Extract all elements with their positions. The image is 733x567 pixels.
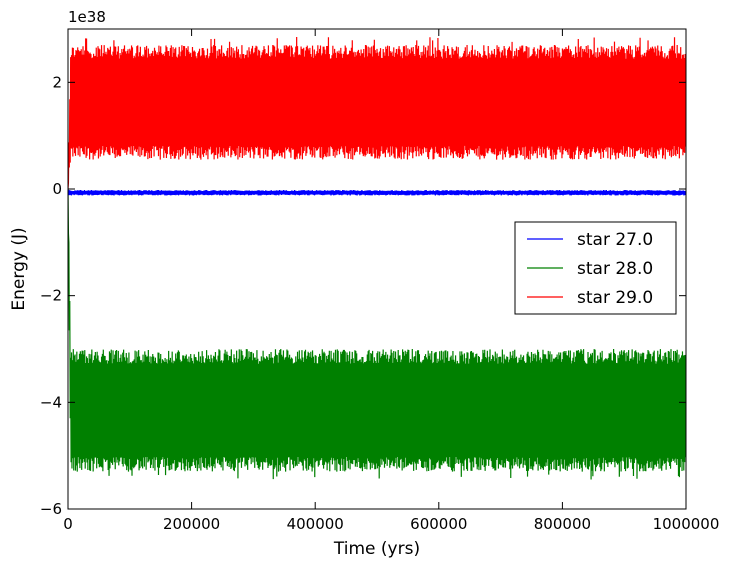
x-tick-label: 600000 — [410, 515, 467, 533]
x-tick-label: 800000 — [534, 515, 591, 533]
y-axis: −6 −4 −2 0 2 — [40, 73, 686, 518]
x-tick-label: 200000 — [163, 515, 220, 533]
legend-entry: star 29.0 — [577, 288, 653, 308]
y-tick-label: −2 — [40, 287, 62, 305]
y-tick-label: 0 — [52, 180, 62, 198]
legend-entry: star 27.0 — [577, 230, 653, 250]
y-axis-label: Energy (J) — [9, 227, 29, 310]
legend: star 27.0 star 28.0 star 29.0 — [514, 221, 677, 315]
series-line-star-29 — [68, 37, 686, 190]
y-offset-text: 1e38 — [68, 8, 106, 26]
y-tick-label: 2 — [52, 73, 62, 91]
legend-entry: star 28.0 — [577, 259, 653, 279]
x-tick-label: 0 — [63, 515, 73, 533]
plot-frame — [67, 28, 687, 510]
x-axis-label: Time (yrs) — [333, 539, 420, 559]
x-tick-label: 400000 — [287, 515, 344, 533]
y-tick-label: −4 — [40, 393, 62, 411]
series-line-star-28 — [68, 188, 686, 480]
y-tick-label: −6 — [40, 500, 62, 518]
series-layer — [68, 37, 686, 480]
x-tick-label: 1000000 — [653, 515, 720, 533]
series-line-star-27 — [68, 188, 686, 196]
x-axis: 0 200000 400000 600000 800000 1000000 — [63, 29, 719, 533]
